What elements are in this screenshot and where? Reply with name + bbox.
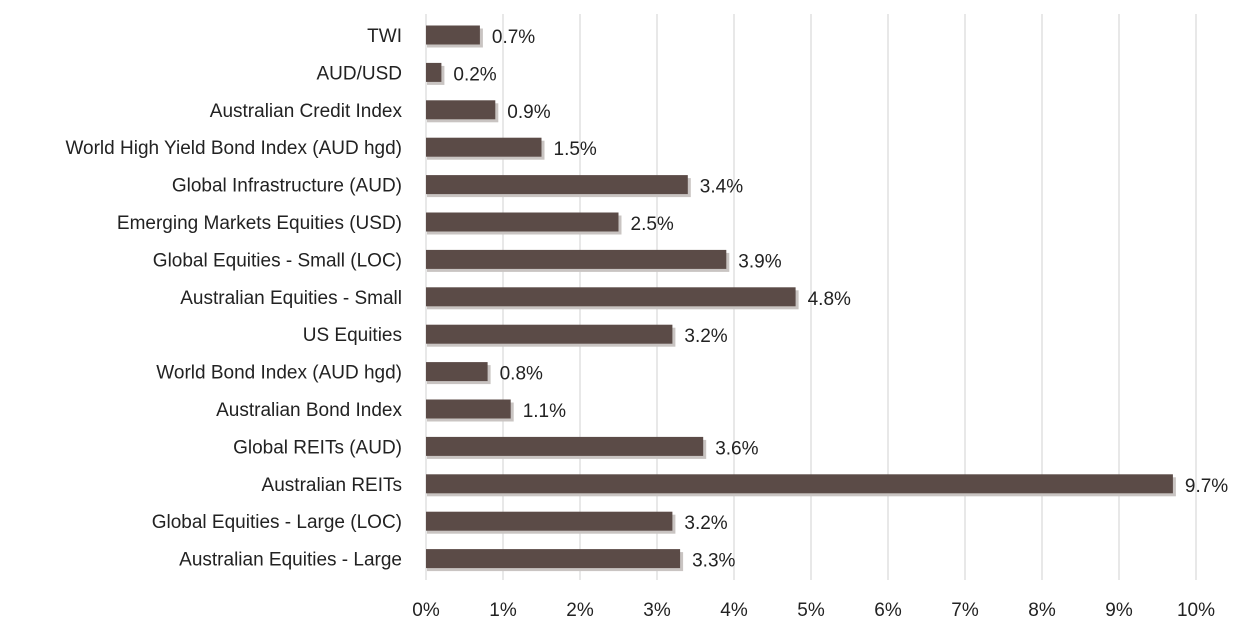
- data-labels: 0.7% 0.2% 0.9%1.5% 3.4% 2.5% 3.9% 4.8% 3.2% 0.8%…: [453, 27, 1228, 572]
- category-label: Australian Equities - Large: [179, 550, 402, 571]
- x-tick-label: 8%: [1028, 600, 1056, 621]
- x-tick-label: 2%: [566, 600, 594, 621]
- category-label: Global Infrastructure (AUD): [172, 176, 402, 197]
- data-label: 3.2%: [684, 513, 727, 534]
- data-label: 4.8%: [808, 289, 851, 310]
- category-label: World High Yield Bond Index (AUD hgd): [65, 138, 402, 159]
- category-label: Emerging Markets Equities (USD): [117, 213, 402, 234]
- data-label: 0.9%: [507, 102, 550, 123]
- data-label: 2.5%: [631, 214, 674, 235]
- category-labels: TWI AUD/USD Australian Credit Index World H…: [65, 26, 402, 571]
- bar: [426, 324, 673, 344]
- data-label: 3.6%: [715, 438, 758, 459]
- x-tick-label: 1%: [489, 600, 517, 621]
- bar: [426, 137, 542, 157]
- category-label: Global Equities - Large (LOC): [152, 512, 402, 533]
- x-tick-label: 6%: [874, 600, 902, 621]
- data-label: 0.7%: [492, 27, 535, 48]
- data-label: 3.2%: [684, 326, 727, 347]
- category-label: Australian Bond Index: [216, 400, 402, 421]
- x-tick-label: 4%: [720, 600, 748, 621]
- bar: [426, 436, 704, 456]
- category-label: Australian Equities - Small: [180, 288, 402, 309]
- bar: [426, 399, 511, 419]
- category-label: TWI: [367, 26, 402, 47]
- category-label: Global REITs (AUD): [233, 437, 402, 458]
- data-label: 1.5%: [554, 139, 597, 160]
- data-label: 3.4%: [700, 177, 743, 198]
- x-axis-ticks: 0% 1% 2% 3% 4% 5% 6% 7% 8% 9% 10%: [412, 600, 1215, 621]
- x-tick-label: 0%: [412, 600, 440, 621]
- bar: [426, 549, 681, 569]
- category-label: World Bond Index (AUD hgd): [156, 363, 402, 384]
- data-label: 3.3%: [692, 551, 735, 572]
- data-label: 9.7%: [1185, 476, 1228, 497]
- bar: [426, 249, 727, 269]
- category-label: US Equities: [303, 325, 402, 346]
- bar: [426, 100, 496, 120]
- x-tick-label: 7%: [951, 600, 979, 621]
- bars: [426, 25, 1176, 572]
- bar: [426, 175, 688, 195]
- data-label: 0.2%: [453, 64, 496, 85]
- data-label: 0.8%: [500, 364, 543, 385]
- bar: [426, 511, 673, 531]
- bar: [426, 287, 796, 307]
- bar: [426, 25, 480, 45]
- category-label: Australian Credit Index: [210, 101, 403, 122]
- x-tick-label: 10%: [1177, 600, 1215, 621]
- category-label: AUD/USD: [316, 63, 402, 84]
- x-tick-label: 9%: [1105, 600, 1133, 621]
- category-label: Global Equities - Small (LOC): [153, 250, 402, 271]
- bar: [426, 62, 442, 82]
- x-tick-label: 5%: [797, 600, 825, 621]
- bar: [426, 212, 619, 232]
- data-label: 1.1%: [523, 401, 566, 422]
- bar: [426, 474, 1173, 494]
- data-label: 3.9%: [738, 251, 781, 272]
- category-label: Australian REITs: [262, 475, 402, 496]
- x-tick-label: 3%: [643, 600, 671, 621]
- bar: [426, 362, 488, 382]
